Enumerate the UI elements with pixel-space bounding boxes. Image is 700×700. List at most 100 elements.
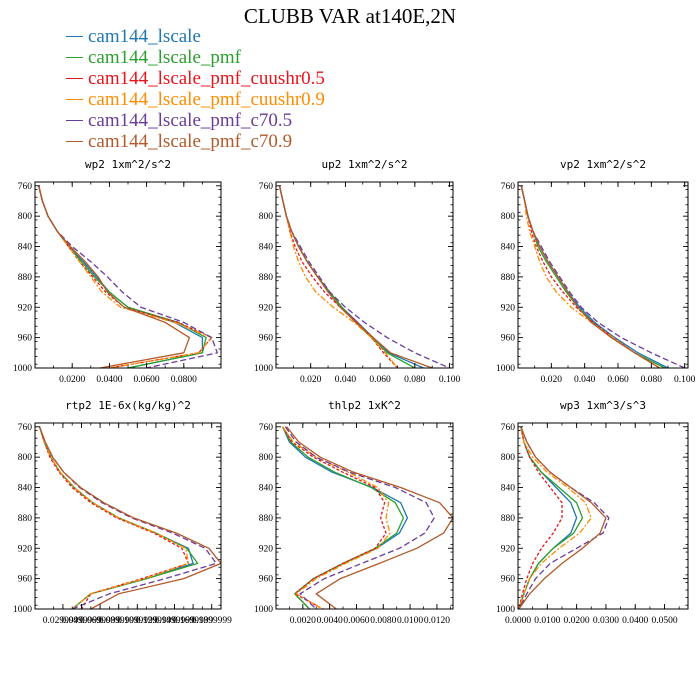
- series-line: [38, 185, 191, 368]
- series-line: [38, 426, 221, 609]
- panel-title: wp2 1xm^2/s^2: [85, 158, 171, 171]
- y-tick-label: 880: [18, 273, 33, 283]
- x-tick-label: 0.0200: [564, 616, 590, 626]
- series-group: [520, 185, 685, 368]
- y-tick-label: 800: [18, 453, 33, 463]
- x-tick-label: 0.1499999: [154, 616, 195, 626]
- series-line: [38, 185, 213, 368]
- series-line: [282, 426, 405, 609]
- x-tick-label: 0.0040: [317, 616, 343, 626]
- legend-swatch: [66, 78, 83, 79]
- x-tick-label: 0.0100: [534, 616, 560, 626]
- legend-item: cam144_lscale_pmf_c70.9: [66, 131, 325, 152]
- x-tick-label: 0.0400: [96, 375, 122, 385]
- y-tick-label: 800: [501, 453, 516, 463]
- plot-frame: [275, 181, 454, 369]
- y-tick-label: 840: [18, 243, 33, 253]
- legend-item: cam144_lscale_pmf: [66, 47, 325, 68]
- series-line: [278, 185, 424, 368]
- x-tick-label: 0.0499999: [61, 616, 102, 626]
- series-line: [286, 426, 453, 609]
- y-tick-label: 880: [501, 273, 516, 283]
- x-tick-label: 0.0120: [424, 616, 450, 626]
- panel-6: wp3 1xm^3/s^3 760 800 840 880 920 960 10000.000…: [496, 399, 689, 626]
- series-line: [518, 426, 592, 609]
- series-line: [38, 185, 218, 368]
- legend-label: cam144_lscale_pmf_cuushr0.9: [88, 89, 325, 110]
- x-tick-label: 0.020: [300, 375, 322, 385]
- panel-2: up2 1xm^2/s^2 760 800 840 880 920 960 1000 0.020…: [254, 158, 460, 385]
- legend-item: cam144_lscale_pmf_cuushr0.9: [66, 89, 325, 110]
- x-tick-label: 0.080: [404, 375, 426, 385]
- plot-frame: [517, 422, 689, 610]
- legend-label: cam144_lscale: [88, 26, 201, 47]
- x-tick-label: 0.1099999: [117, 616, 158, 626]
- y-tick-label: 880: [259, 273, 274, 283]
- panel-4: rtp2 1E-6x(kg/kg)^2 760 800 840 880 920 960 100…: [13, 399, 232, 626]
- y-tick-label: 760: [501, 423, 516, 433]
- x-tick-label: 0.1899999: [192, 616, 233, 626]
- series-line: [278, 185, 416, 368]
- series-line: [518, 426, 610, 609]
- y-tick-label: 920: [259, 544, 274, 554]
- panel-title: vp2 1xm^2/s^2: [560, 158, 646, 171]
- panel-1: wp2 1xm^2/s^2 760 800 840 880 920 960 1000 0.020…: [13, 158, 222, 385]
- series-line: [278, 185, 450, 368]
- legend-label: cam144_lscale_pmf_cuushr0.5: [88, 68, 325, 89]
- series-line: [520, 185, 661, 368]
- x-tick-label: 0.100: [439, 375, 461, 385]
- x-tick-label: 0.0299999: [43, 616, 84, 626]
- series-line: [38, 426, 217, 609]
- y-tick-label: 800: [259, 212, 274, 222]
- y-tick-label: 840: [501, 243, 516, 253]
- y-tick-label: 960: [501, 334, 516, 344]
- series-line: [520, 185, 685, 368]
- y-tick-label: 760: [259, 423, 274, 433]
- legend-label: cam144_lscale_pmf_c70.9: [88, 131, 293, 152]
- y-tick-label: 760: [259, 182, 274, 192]
- series-line: [282, 426, 409, 609]
- x-tick-label: 0.0020: [290, 616, 316, 626]
- y-tick-label: 840: [501, 484, 516, 494]
- x-tick-label: 0.060: [369, 375, 391, 385]
- x-tick-label: 0.0899999: [99, 616, 140, 626]
- y-tick-label: 960: [259, 575, 274, 585]
- series-line: [518, 426, 563, 609]
- y-tick-label: 960: [501, 575, 516, 585]
- legend-swatch: [66, 120, 83, 121]
- series-line: [282, 426, 387, 609]
- y-tick-label: 960: [18, 575, 33, 585]
- legend-label: cam144_lscale_pmf: [88, 47, 242, 68]
- legend-swatch: [66, 36, 83, 37]
- series-line: [38, 185, 204, 368]
- panel-title: thlp2 1xK^2: [328, 399, 401, 412]
- y-tick-label: 840: [18, 484, 33, 494]
- x-tick-label: 0.1699999: [173, 616, 214, 626]
- y-tick-label: 1000: [13, 605, 32, 615]
- y-tick-label: 960: [259, 334, 274, 344]
- y-tick-label: 800: [501, 212, 516, 222]
- y-tick-label: 840: [259, 484, 274, 494]
- x-tick-label: 0.080: [641, 375, 663, 385]
- x-tick-label: 0.040: [574, 375, 596, 385]
- x-tick-label: 0.1299999: [136, 616, 177, 626]
- legend-label: cam144_lscale_pmf_c70.5: [88, 110, 293, 131]
- y-tick-label: 1000: [254, 605, 273, 615]
- series-line: [520, 185, 669, 368]
- series-group: [282, 426, 453, 609]
- series-line: [278, 185, 433, 368]
- series-line: [520, 185, 665, 368]
- series-line: [38, 426, 190, 609]
- y-tick-label: 800: [259, 453, 274, 463]
- legend-item: cam144_lscale: [66, 26, 325, 47]
- x-tick-label: 0.0060: [343, 616, 369, 626]
- series-line: [520, 185, 661, 368]
- legend-swatch: [66, 141, 83, 142]
- y-tick-label: 920: [18, 303, 33, 313]
- y-tick-label: 960: [18, 334, 33, 344]
- legend-item: cam144_lscale_pmf_cuushr0.5: [66, 68, 325, 89]
- legend-swatch: [66, 57, 83, 58]
- series-line: [38, 185, 213, 368]
- legend-swatch: [66, 99, 83, 100]
